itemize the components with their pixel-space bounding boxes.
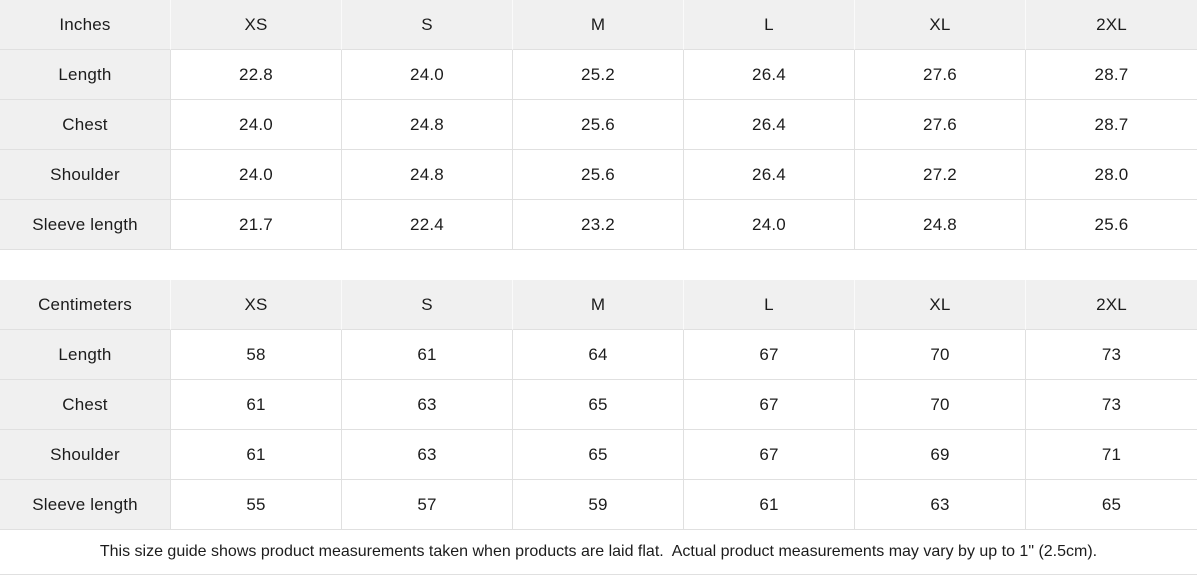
unit-header-cell: Inches (0, 0, 171, 50)
measurement-cell: 61 (342, 330, 513, 380)
measurement-cell: 61 (171, 430, 342, 480)
table-row: Chest 24.0 24.8 25.6 26.4 27.6 28.7 (0, 100, 1197, 150)
measurement-cell: 28.7 (1026, 100, 1197, 150)
row-label-cell: Shoulder (0, 150, 171, 200)
row-label-cell: Sleeve length (0, 480, 171, 530)
measurement-cell: 70 (855, 330, 1026, 380)
measurement-cell: 71 (1026, 430, 1197, 480)
measurement-cell: 67 (684, 380, 855, 430)
measurement-cell: 67 (684, 430, 855, 480)
measurement-cell: 63 (342, 430, 513, 480)
column-header-2xl: 2XL (1026, 0, 1197, 50)
table-row: Shoulder 61 63 65 67 69 71 (0, 430, 1197, 480)
row-label-cell: Chest (0, 100, 171, 150)
table-row: Sleeve length 55 57 59 61 63 65 (0, 480, 1197, 530)
measurement-cell: 67 (684, 330, 855, 380)
table-row: Shoulder 24.0 24.8 25.6 26.4 27.2 28.0 (0, 150, 1197, 200)
measurement-cell: 63 (342, 380, 513, 430)
row-label-cell: Chest (0, 380, 171, 430)
size-guide-note: This size guide shows product measuremen… (0, 530, 1197, 575)
measurement-cell: 65 (513, 430, 684, 480)
measurement-cell: 61 (171, 380, 342, 430)
column-header-l: L (684, 0, 855, 50)
measurement-cell: 70 (855, 380, 1026, 430)
measurement-cell: 24.0 (171, 100, 342, 150)
size-table-header-row: Centimeters XS S M L XL 2XL (0, 280, 1197, 330)
column-header-xs: XS (171, 0, 342, 50)
measurement-cell: 24.8 (855, 200, 1026, 250)
measurement-cell: 23.2 (513, 200, 684, 250)
table-row: Chest 61 63 65 67 70 73 (0, 380, 1197, 430)
measurement-cell: 25.6 (513, 100, 684, 150)
measurement-cell: 58 (171, 330, 342, 380)
measurement-cell: 27.2 (855, 150, 1026, 200)
table-row: Length 22.8 24.0 25.2 26.4 27.6 28.7 (0, 50, 1197, 100)
measurement-cell: 25.6 (513, 150, 684, 200)
measurement-cell: 27.6 (855, 100, 1026, 150)
unit-header-cell: Centimeters (0, 280, 171, 330)
measurement-cell: 59 (513, 480, 684, 530)
column-header-l: L (684, 280, 855, 330)
measurement-cell: 73 (1026, 380, 1197, 430)
measurement-cell: 73 (1026, 330, 1197, 380)
column-header-m: M (513, 0, 684, 50)
measurement-cell: 65 (513, 380, 684, 430)
measurement-cell: 61 (684, 480, 855, 530)
row-label-cell: Shoulder (0, 430, 171, 480)
measurement-cell: 63 (855, 480, 1026, 530)
measurement-cell: 21.7 (171, 200, 342, 250)
table-row: Sleeve length 21.7 22.4 23.2 24.0 24.8 25.6 (0, 200, 1197, 250)
measurement-cell: 26.4 (684, 150, 855, 200)
table-gap (0, 250, 1197, 280)
measurement-cell: 24.8 (342, 150, 513, 200)
measurement-cell: 25.6 (1026, 200, 1197, 250)
measurement-cell: 24.0 (342, 50, 513, 100)
column-header-xl: XL (855, 280, 1026, 330)
size-tables: Inches XS S M L XL 2XL Length 22.8 24.0 25.2 26.4 27… (0, 0, 1197, 530)
measurement-cell: 69 (855, 430, 1026, 480)
measurement-cell: 28.7 (1026, 50, 1197, 100)
measurement-cell: 24.8 (342, 100, 513, 150)
table-row: Length 58 61 64 67 70 73 (0, 330, 1197, 380)
column-header-xl: XL (855, 0, 1026, 50)
measurement-cell: 24.0 (684, 200, 855, 250)
row-label-cell: Length (0, 330, 171, 380)
size-table-centimeters: Centimeters XS S M L XL 2XL Length 58 61 64 67 70 73 C… (0, 280, 1197, 530)
measurement-cell: 26.4 (684, 100, 855, 150)
measurement-cell: 55 (171, 480, 342, 530)
row-label-cell: Length (0, 50, 171, 100)
measurement-cell: 25.2 (513, 50, 684, 100)
measurement-cell: 22.4 (342, 200, 513, 250)
row-label-cell: Sleeve length (0, 200, 171, 250)
measurement-cell: 57 (342, 480, 513, 530)
measurement-cell: 26.4 (684, 50, 855, 100)
size-table-inches: Inches XS S M L XL 2XL Length 22.8 24.0 25.2 26.4 27… (0, 0, 1197, 250)
measurement-cell: 65 (1026, 480, 1197, 530)
column-header-s: S (342, 280, 513, 330)
column-header-m: M (513, 280, 684, 330)
measurement-cell: 24.0 (171, 150, 342, 200)
measurement-cell: 28.0 (1026, 150, 1197, 200)
size-table-header-row: Inches XS S M L XL 2XL (0, 0, 1197, 50)
measurement-cell: 64 (513, 330, 684, 380)
column-header-s: S (342, 0, 513, 50)
measurement-cell: 27.6 (855, 50, 1026, 100)
column-header-2xl: 2XL (1026, 280, 1197, 330)
measurement-cell: 22.8 (171, 50, 342, 100)
column-header-xs: XS (171, 280, 342, 330)
